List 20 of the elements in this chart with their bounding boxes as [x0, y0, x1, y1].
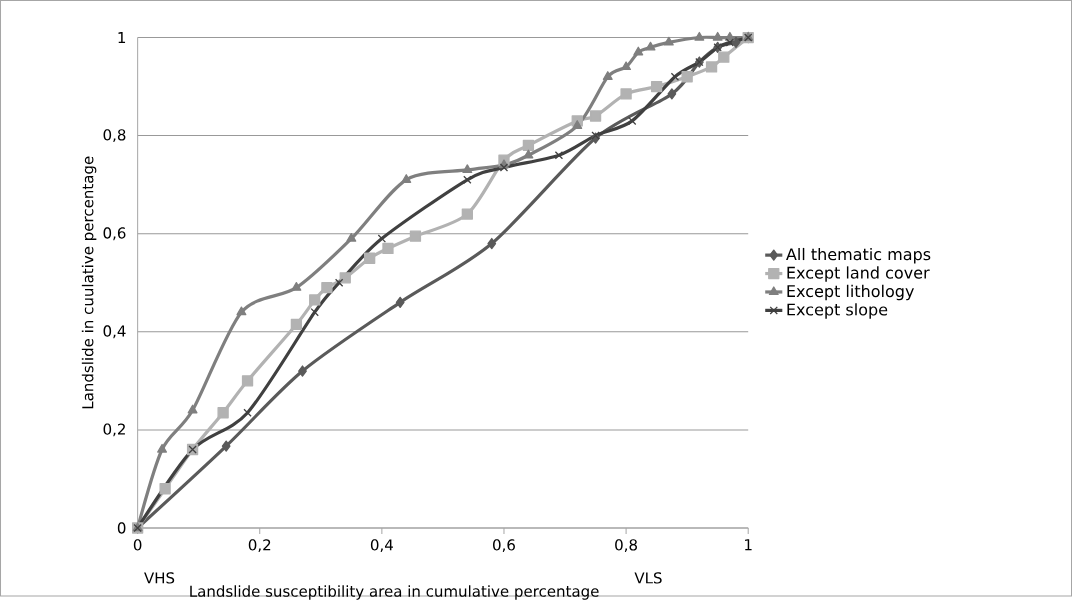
x-tick-label: 0,6	[493, 539, 515, 553]
text: VHS	[144, 572, 175, 584]
x-axis-title: Landslide susceptibility area in cumulative percentage	[190, 585, 599, 600]
legend-label: All thematic maps	[786, 248, 931, 264]
x-tick-label: 0,2	[248, 539, 271, 553]
y-tick-label: 0	[117, 522, 126, 534]
y-tick-label: 0,8	[103, 129, 126, 143]
legend-label: Except land cover	[787, 266, 930, 282]
x-tick-label: 0	[133, 539, 142, 551]
x-tick-label: 0,4	[370, 539, 393, 553]
legend-label: Except lithology	[787, 284, 914, 301]
y-tick-label: 0,4	[103, 325, 126, 339]
y-axis-title: Landslide in cuulative percentage	[81, 156, 97, 409]
y-tick-label: 0,6	[103, 227, 126, 241]
legend-label: Except slope	[787, 303, 888, 319]
text: VLS	[634, 572, 662, 584]
y-tick-label: 1	[118, 32, 126, 44]
x-tick-label: 0,8	[615, 539, 637, 553]
y-tick-label: 0,2	[103, 423, 125, 437]
x-tick-label: 1	[745, 539, 752, 551]
